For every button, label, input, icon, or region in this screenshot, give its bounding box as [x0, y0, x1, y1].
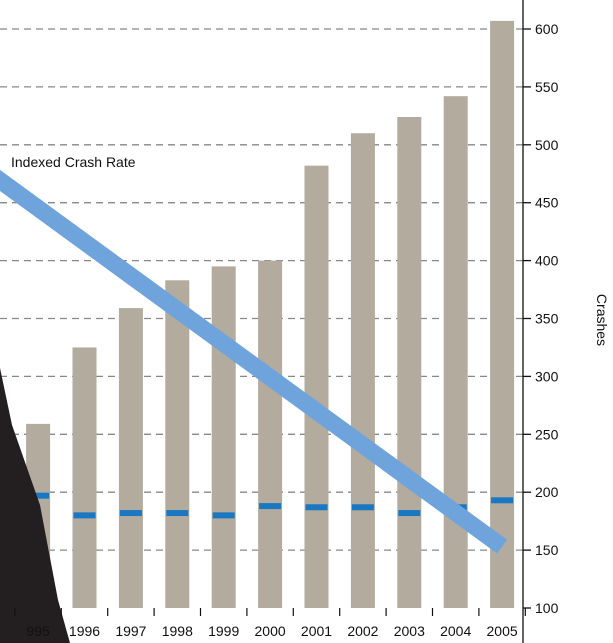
bar-1996 [72, 347, 97, 608]
y-tick-label-350: 350 [535, 311, 559, 327]
y-tick-label-600: 600 [535, 21, 559, 37]
y-tick-label-300: 300 [535, 368, 559, 384]
trend-line-group [0, 169, 508, 554]
y-tick-label-150: 150 [535, 542, 559, 558]
y-tick-label-500: 500 [535, 137, 559, 153]
x-tick-label-2000: 2000 [255, 623, 286, 639]
x-tick-label-2005: 2005 [487, 623, 518, 639]
x-tick-label-1996: 1996 [69, 623, 100, 639]
bar-2005 [490, 20, 515, 609]
bar-2003 [397, 117, 422, 609]
trend-line-label: Indexed Crash Rate [11, 154, 136, 170]
marker-2003 [398, 510, 421, 517]
bar-2002 [350, 133, 375, 608]
marker-1999 [212, 512, 235, 519]
x-axis-labels: 995 1996 1997 1998 1999 2000 2001 2002 2003 2004 2… [14, 608, 526, 639]
x-tick-label-2002: 2002 [347, 623, 378, 639]
y-tick-label-550: 550 [535, 79, 559, 95]
bar-2004 [443, 96, 468, 608]
marker-2002 [351, 504, 374, 511]
x-tick-label-2004: 2004 [440, 623, 471, 639]
x-tick-label-1995: 995 [26, 623, 50, 639]
x-tick-label-1999: 1999 [208, 623, 239, 639]
bar-1999 [211, 266, 236, 608]
marker-2005 [491, 497, 514, 504]
y-axis-title: Crashes [594, 294, 610, 346]
x-tick-label-1998: 1998 [162, 623, 193, 639]
y-tick-label-250: 250 [535, 426, 559, 442]
x-tick-label-2001: 2001 [301, 623, 332, 639]
marker-2000 [259, 503, 282, 510]
black-wedge-overlay [0, 368, 70, 643]
x-tick-label-2003: 2003 [394, 623, 425, 639]
y-tick-label-400: 400 [535, 253, 559, 269]
marker-2001 [305, 504, 328, 511]
marker-1996 [73, 512, 96, 519]
bar-2001 [304, 165, 329, 609]
y-tick-label-450: 450 [535, 195, 559, 211]
bar-1997 [118, 308, 143, 608]
marker-1997 [119, 510, 142, 517]
bar-series [0, 20, 515, 609]
bar-1998 [165, 280, 190, 608]
y-tick-label-200: 200 [535, 484, 559, 500]
indexed-crash-rate-line [0, 169, 508, 554]
y-tick-label-100: 100 [535, 600, 559, 616]
marker-1998 [166, 510, 189, 517]
y-axis: 100 150 200 250 300 350 400 450 500 550 600 [522, 0, 559, 643]
black-wedge-shape [0, 368, 70, 643]
x-tick-label-1997: 1997 [115, 623, 146, 639]
bar-2000 [258, 260, 283, 608]
marker-1995 [27, 492, 50, 499]
